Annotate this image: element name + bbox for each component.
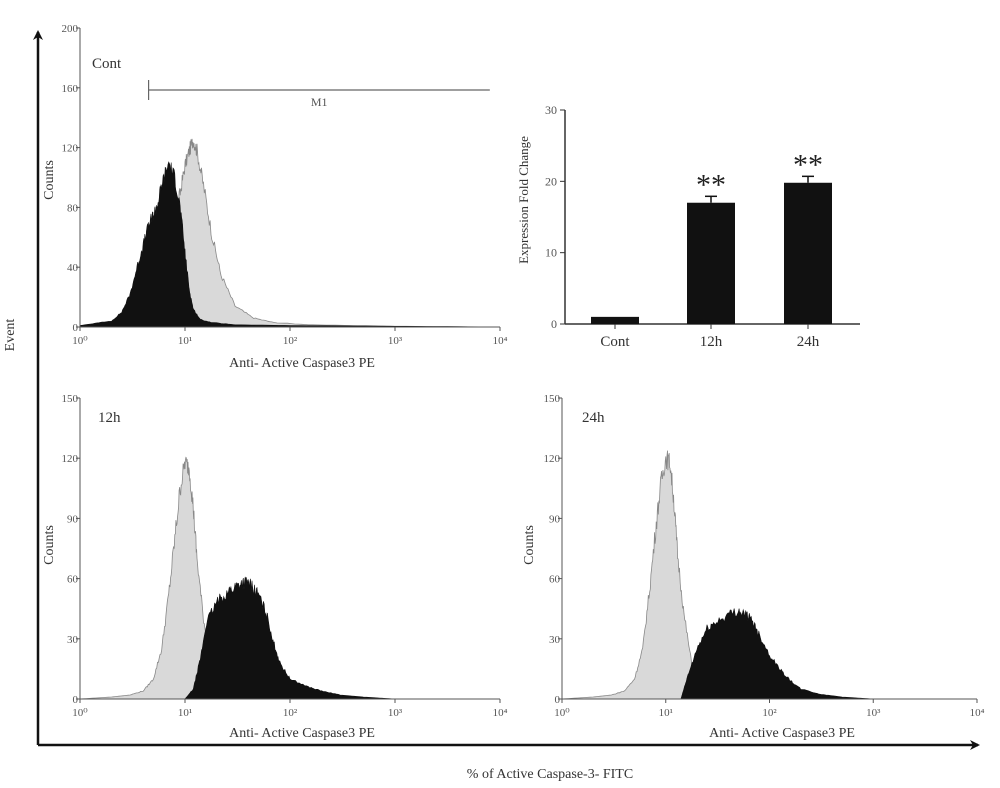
x-tick-label: 10³ (388, 335, 403, 347)
y-tick-label: 90 (67, 513, 79, 525)
outer-y-axis-label: Event (3, 319, 18, 352)
histogram-panel-cont: 10⁰ 10¹ 10² 10³ 10⁴ 0 40 80 120 160 200 Cont Count… (42, 23, 508, 371)
outer-x-axis-label: % of Active Caspase-3- FITC (467, 767, 633, 782)
histogram-series-sample-fill (562, 608, 977, 700)
hist-x-label: Anti- Active Caspase3 PE (709, 726, 855, 741)
x-tick-label: 10³ (388, 707, 403, 719)
x-tick-label: 10² (762, 707, 777, 719)
gate-label: M1 (311, 95, 328, 109)
bar-y-label: Expression Fold Change (516, 136, 531, 264)
y-tick-label: 30 (67, 634, 79, 646)
x-tick-label: 10⁴ (970, 707, 985, 719)
x-tick-label: 10² (283, 707, 298, 719)
gate-marker-m1: M1 (147, 80, 490, 109)
hist-x-label: Anti- Active Caspase3 PE (229, 726, 375, 741)
y-tick-label: 160 (62, 83, 79, 95)
bar-y-tick-label: 30 (545, 103, 557, 117)
x-tick-label: 10⁴ (493, 707, 508, 719)
y-tick-label: 80 (67, 202, 79, 214)
bar-y-tick-label: 0 (551, 317, 557, 331)
histogram-series-control-fill (79, 456, 500, 700)
bar-chart-panel: 0 10 20 30 Cont ** 12h ** 24h Expression Fold Ch… (516, 103, 860, 350)
x-tick-label: 10² (283, 335, 298, 347)
panel-label: Cont (92, 56, 122, 72)
bar-cont (591, 316, 639, 324)
hist-x-label: Anti- Active Caspase3 PE (229, 356, 375, 371)
bar-category-label: 12h (700, 334, 723, 350)
x-tick-label: 10⁴ (493, 335, 508, 347)
significance-marker: ** (696, 168, 726, 201)
bar-category-label: Cont (600, 334, 630, 350)
x-tick-label: 10¹ (178, 707, 192, 719)
y-tick-label: 120 (62, 453, 79, 465)
bar-12h (687, 202, 735, 324)
x-tick-label: 10⁰ (72, 335, 88, 347)
histogram-series-sample-fill (79, 161, 501, 328)
y-tick-label: 150 (62, 393, 79, 405)
y-tick-label: 40 (67, 262, 79, 274)
y-tick-label: 60 (549, 574, 561, 586)
y-tick-label: 200 (62, 23, 79, 35)
histogram-series-sample-fill (80, 576, 500, 700)
bar-y-tick-label: 20 (545, 174, 557, 188)
x-tick-label: 10¹ (178, 335, 192, 347)
x-tick-label: 10¹ (659, 707, 673, 719)
bar-category-label: 24h (797, 334, 820, 350)
y-tick-label: 0 (73, 322, 79, 334)
y-tick-label: 30 (549, 634, 561, 646)
x-tick-label: 10⁰ (554, 707, 570, 719)
hist-y-label: Counts (522, 525, 537, 565)
bar-y-tick-label: 10 (545, 246, 557, 260)
panel-label: 12h (98, 410, 121, 426)
significance-marker: ** (793, 148, 823, 181)
y-tick-label: 90 (549, 513, 561, 525)
y-tick-label: 120 (544, 453, 561, 465)
bar-24h (784, 182, 832, 324)
hist-y-label: Counts (42, 525, 57, 565)
panel-label: 24h (582, 410, 605, 426)
y-tick-label: 120 (62, 143, 79, 155)
y-tick-label: 0 (73, 694, 79, 706)
y-tick-label: 0 (555, 694, 561, 706)
x-tick-label: 10⁰ (72, 707, 88, 719)
y-tick-label: 60 (67, 574, 79, 586)
x-tick-label: 10³ (866, 707, 881, 719)
y-tick-label: 150 (544, 393, 561, 405)
hist-y-label: Counts (42, 160, 57, 200)
